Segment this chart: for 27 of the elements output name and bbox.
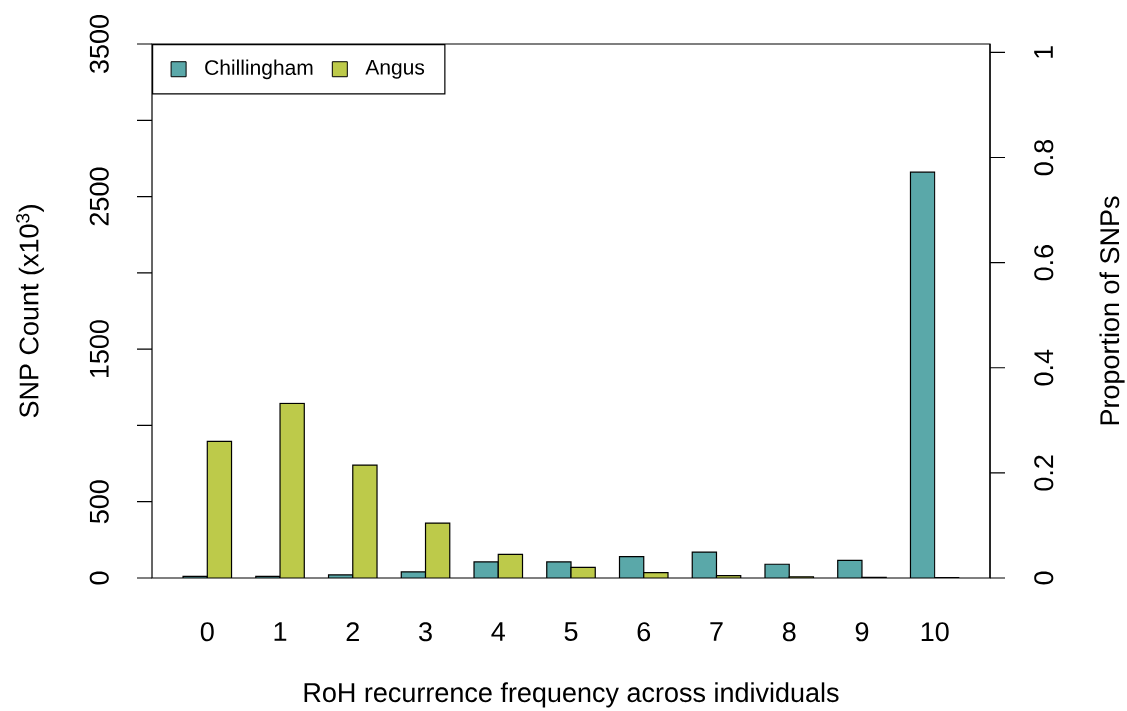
- y2-tick-label: 0.8: [1034, 139, 1054, 176]
- x-tick-label: 10: [921, 622, 949, 642]
- y-axis-title: SNP Count (x10$^{3}$): [16, 205, 44, 418]
- x-axis-title: RoH recurrence frequency across individuals: [304, 682, 839, 708]
- y2-tick-label: 0.2: [1034, 455, 1054, 491]
- x-tick-label: 8: [782, 622, 796, 642]
- y2-tick-label: 1: [1034, 46, 1053, 58]
- legend-label: Chillingham: [205, 59, 313, 80]
- x-tick-label: 7: [710, 622, 723, 641]
- x-tick-label: 6: [637, 622, 651, 642]
- y-tick-label: 1500: [89, 320, 109, 378]
- y2-tick-label: 0.4: [1034, 349, 1054, 386]
- y2-tick-label: 0: [1034, 571, 1054, 585]
- y2-tick-label: 0.6: [1034, 245, 1054, 281]
- x-tick-label: 4: [491, 622, 505, 641]
- legend-label: Angus: [365, 59, 425, 79]
- x-tick-label: 2: [346, 622, 359, 642]
- x-tick-label: 0: [200, 622, 214, 642]
- x-tick-label: 5: [564, 622, 578, 642]
- x-tick-label: 9: [855, 622, 869, 642]
- x-tick-label: 3: [419, 622, 432, 642]
- y-tick-label: 3500: [89, 15, 109, 73]
- y-tick-label: 500: [89, 480, 109, 524]
- y-tick-label: 2500: [89, 167, 109, 226]
- x-tick-label: 1: [274, 622, 287, 641]
- y-tick-label: 0: [89, 571, 109, 585]
- y2-axis-title: Proportion of SNPs: [1099, 196, 1125, 425]
